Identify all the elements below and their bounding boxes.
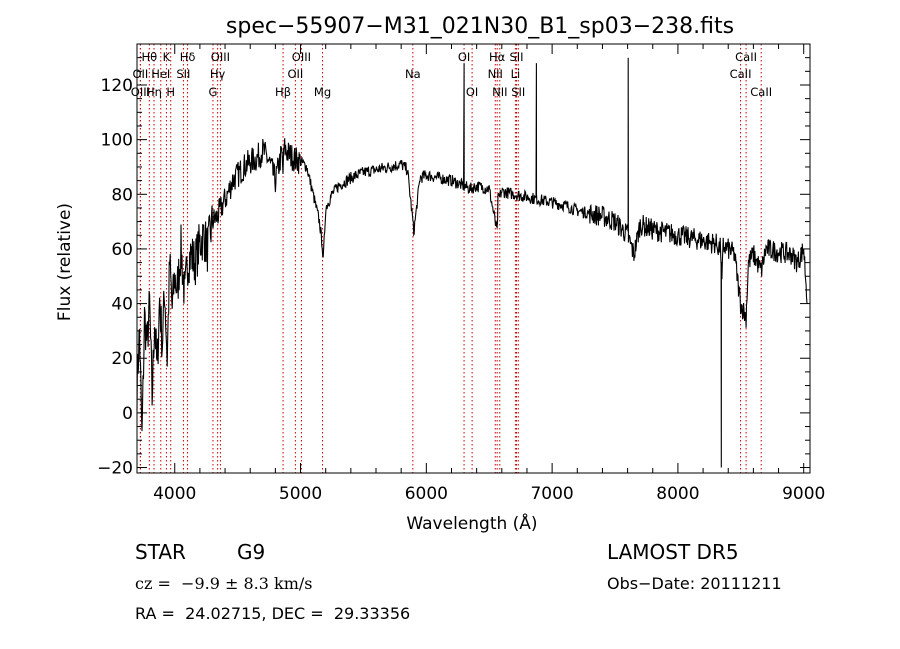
y-tick-label: 20 (111, 349, 133, 369)
object-subclass: G9 (237, 540, 266, 564)
line-label: CaII (750, 85, 772, 99)
line-label: Na (405, 67, 421, 81)
coordinates-readout: RA = 24.02715, DEC = 29.33356 (135, 604, 411, 623)
line-label: K (163, 50, 171, 64)
y-axis-label: Flux (relative) (55, 203, 75, 321)
x-axis-label: Wavelength (Å) (406, 512, 537, 534)
y-tick-label: 60 (111, 240, 133, 260)
line-label: Hθ (141, 50, 157, 64)
plot-frame (136, 43, 811, 474)
spectrum-line (136, 57, 808, 468)
line-label: SII (509, 50, 523, 64)
line-label: SII (176, 67, 190, 81)
x-tick-label: 8000 (656, 484, 699, 504)
line-label: Hγ (210, 67, 226, 81)
line-label: OI (466, 85, 478, 99)
x-tick-label: 5000 (279, 484, 322, 504)
line-label: NII (492, 85, 507, 99)
survey-name: LAMOST DR5 (607, 540, 739, 564)
line-label: OII (287, 67, 303, 81)
line-label: Mg (314, 85, 331, 99)
line-label: Hδ (180, 50, 196, 64)
y-tick-label: 120 (101, 76, 133, 96)
spectrum-series (136, 57, 808, 468)
x-tick-label: 4000 (153, 484, 196, 504)
y-tick-label: 0 (122, 404, 133, 424)
line-label: OI (458, 50, 470, 64)
axis-ticks: 4000 5000 6000 7000 8000 9000 −20 0 20 40 60 80 100 1… (97, 44, 825, 504)
line-label: H (166, 85, 175, 99)
line-label: OIII (292, 50, 311, 64)
observation-date: Obs−Date: 20111211 (607, 574, 782, 593)
y-tick-label: 80 (111, 185, 133, 205)
chart-title: spec−55907−M31_021N30_B1_sp03−238.fits (226, 14, 734, 39)
object-class: STAR (135, 540, 186, 564)
line-label: Hβ (275, 85, 291, 99)
x-tick-label: 7000 (530, 484, 573, 504)
line-label: Hη (146, 85, 162, 99)
y-tick-label: 40 (111, 295, 133, 315)
redshift-readout: cz = −9.9 ± 8.3 km/s (135, 574, 313, 593)
line-label: OIII (211, 50, 230, 64)
x-tick-label: 9000 (782, 484, 825, 504)
line-label: Li (511, 67, 521, 81)
line-markers (139, 44, 762, 473)
line-label: G (209, 85, 218, 99)
line-label: NII (488, 67, 503, 81)
y-tick-label: 100 (101, 131, 133, 151)
line-label: HeI (151, 67, 170, 81)
line-label: SII (511, 85, 525, 99)
line-label: OII (132, 67, 148, 81)
y-tick-label: −20 (97, 459, 133, 479)
x-tick-label: 6000 (405, 484, 448, 504)
line-label: CaII (730, 67, 752, 81)
line-label: CaII (735, 50, 757, 64)
line-label: Hα (489, 50, 506, 64)
line-label: OIII (131, 85, 150, 99)
